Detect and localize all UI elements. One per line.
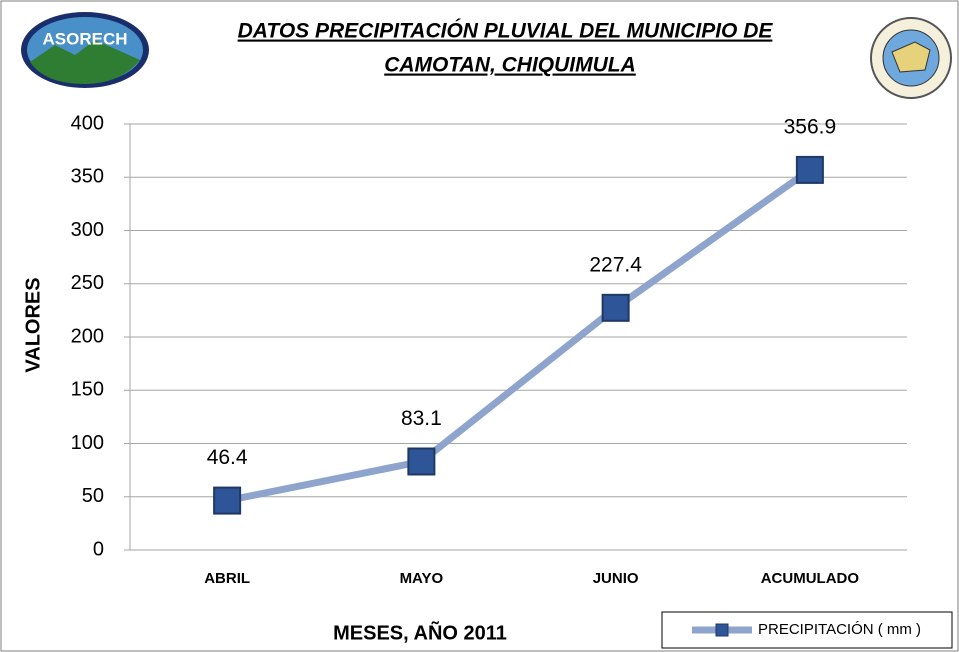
y-tick-label: 100 (71, 432, 104, 454)
data-label: 46.4 (207, 446, 248, 469)
data-point (601, 293, 630, 322)
data-point (795, 155, 824, 184)
legend: PRECIPITACIÓN ( mm ) (661, 611, 953, 649)
chart-title: DATOS PRECIPITACIÓN PLUVIAL DEL MUNICIPI… (238, 19, 774, 43)
data-label: 83.1 (401, 407, 442, 430)
y-tick-label: 200 (71, 325, 104, 347)
x-axis-label: MESES, AÑO 2011 (333, 621, 507, 644)
data-label: 356.9 (784, 115, 837, 138)
x-tick-label: ABRIL (204, 570, 250, 587)
data-point (407, 447, 436, 476)
series-line (226, 167, 812, 505)
y-tick-label: 400 (71, 112, 104, 134)
logo-right (870, 17, 952, 99)
y-tick-label: 350 (71, 166, 104, 188)
y-axis-label: VALORES (22, 277, 44, 372)
y-tick-label: 250 (71, 272, 104, 294)
x-tick-label: JUNIO (593, 570, 639, 587)
y-tick-label: 300 (71, 219, 104, 241)
chart-title: CAMOTAN, CHIQUIMULA (384, 54, 636, 77)
y-tick-label: 50 (82, 485, 104, 507)
x-tick-label: ACUMULADO (761, 570, 860, 587)
legend-marker (715, 623, 729, 637)
data-point (213, 486, 242, 515)
logo-text: ASORECH (42, 29, 127, 48)
x-tick-label: MAYO (400, 570, 444, 587)
y-tick-label: 0 (93, 538, 104, 560)
data-label: 227.4 (589, 253, 642, 276)
legend-label: PRECIPITACIÓN ( mm ) (758, 621, 921, 638)
logo-left: ASORECH (21, 12, 149, 88)
y-tick-label: 150 (71, 379, 104, 401)
